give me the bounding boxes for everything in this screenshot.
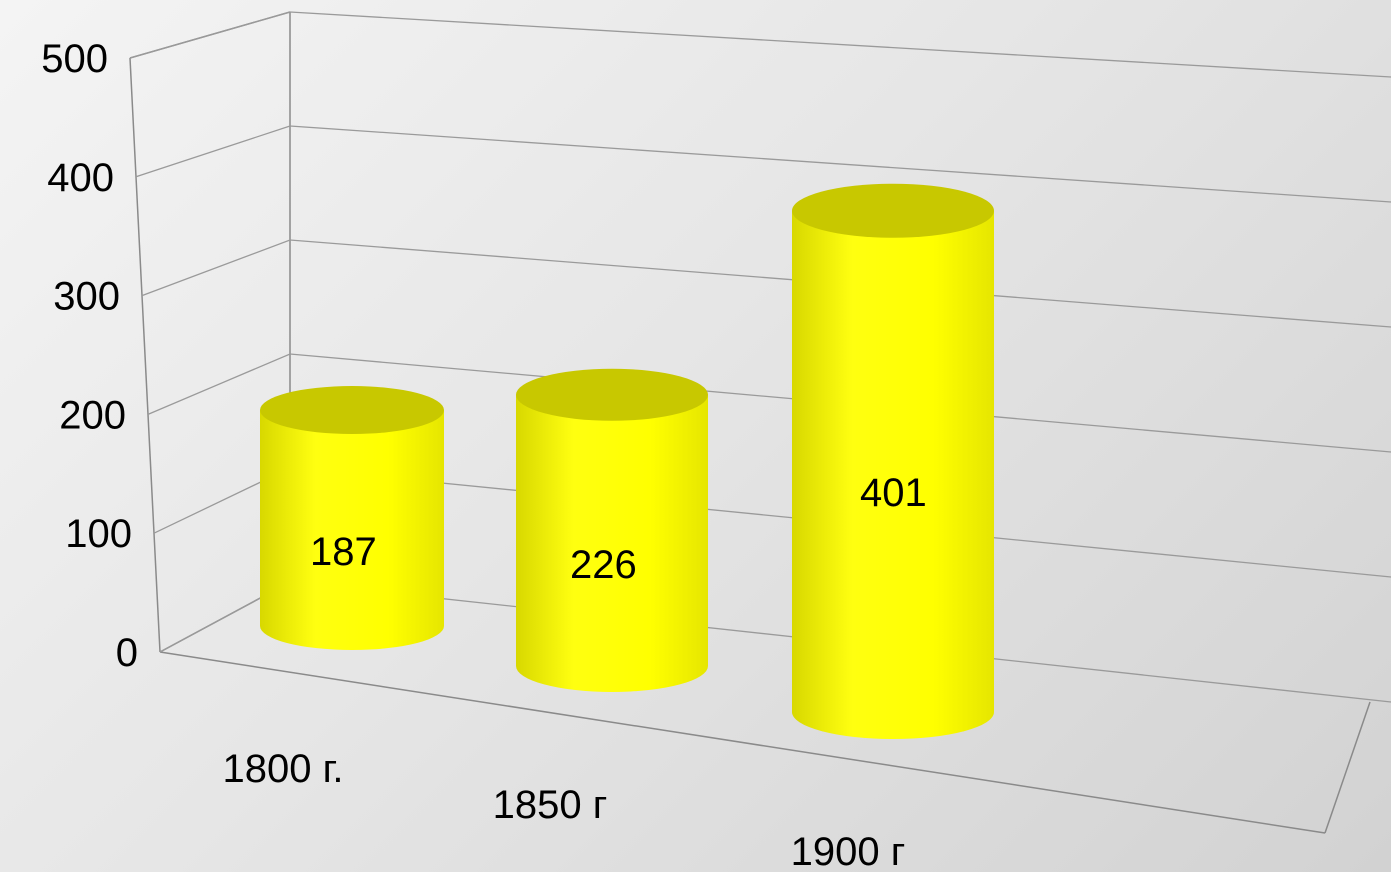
y-tick-label: 400 (47, 156, 114, 200)
category-labels: 1800 г. 1850 г 1900 г (223, 747, 906, 872)
floor-right-edge (1324, 701, 1371, 834)
gridline (141, 239, 1391, 328)
gridline (129, 11, 1391, 78)
bar-body (260, 410, 444, 650)
category-label: 1900 г (791, 830, 906, 872)
bar-cylinder (516, 368, 708, 692)
category-label: 1850 г (493, 783, 608, 827)
y-axis-ticks: 0 100 200 300 400 500 (41, 37, 138, 675)
bar-cylinder (260, 386, 444, 650)
data-label: 187 (310, 530, 377, 574)
y-axis-line (129, 57, 161, 653)
data-label: 401 (860, 471, 927, 515)
bar-top (516, 368, 708, 421)
y-tick-label: 300 (53, 275, 120, 319)
bar-cylinder (792, 183, 994, 739)
bar-top (260, 386, 444, 435)
bar-body (516, 394, 708, 692)
gridline (147, 353, 1391, 453)
data-label: 226 (570, 543, 637, 587)
gridline (135, 125, 1391, 203)
category-label: 1800 г. (223, 747, 344, 791)
y-tick-label: 200 (59, 393, 126, 437)
y-tick-label: 500 (41, 37, 108, 81)
bars (260, 183, 994, 739)
y-tick-label: 100 (65, 512, 132, 556)
bar-body (792, 210, 994, 739)
data-labels: 187 226 401 (310, 471, 927, 587)
floor-front-edge (159, 651, 1326, 834)
bar-top (792, 183, 994, 238)
y-tick-label: 0 (116, 631, 138, 675)
